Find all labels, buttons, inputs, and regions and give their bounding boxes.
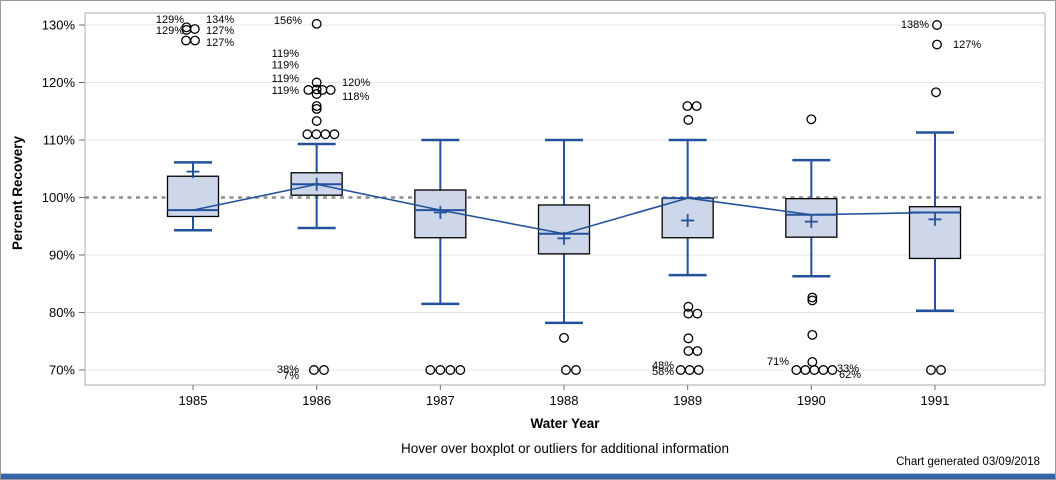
- y-tick-label: 120%: [42, 75, 76, 90]
- footer-accent-bar: [1, 473, 1055, 479]
- x-tick-label: 1990: [797, 393, 826, 408]
- outlier-point[interactable]: [329, 129, 340, 140]
- mean-marker-1991: [928, 212, 942, 226]
- outlier-label: 127%: [206, 25, 234, 37]
- mean-marker-1988: [557, 231, 571, 245]
- outlier-point[interactable]: [435, 365, 446, 375]
- outlier-point[interactable]: [932, 20, 942, 30]
- outlier-point[interactable]: [309, 365, 319, 375]
- outlier-point[interactable]: [806, 114, 817, 125]
- outlier-label: 119%: [272, 60, 300, 72]
- outlier-point[interactable]: [926, 365, 936, 375]
- outlier-point[interactable]: [931, 87, 941, 98]
- mean-marker-1987: [433, 205, 447, 219]
- x-tick-label: 1986: [302, 393, 331, 408]
- outlier-point[interactable]: [311, 103, 322, 114]
- mean-marker-1985: [186, 165, 200, 179]
- outlier-label: 129%: [156, 14, 184, 26]
- y-tick-label: 80%: [49, 305, 75, 320]
- outlier-point[interactable]: [325, 85, 336, 95]
- outlier-point[interactable]: [571, 365, 581, 375]
- outlier-label: 120%: [342, 77, 370, 89]
- outlier-label: 7%: [283, 370, 299, 382]
- outlier-label: 119%: [272, 85, 300, 97]
- outlier-point[interactable]: [425, 365, 436, 375]
- y-tick-label: 70%: [49, 363, 75, 378]
- outlier-label: 156%: [274, 15, 302, 27]
- outlier-point[interactable]: [827, 365, 838, 375]
- x-tick-label: 1988: [550, 393, 579, 408]
- outlier-point[interactable]: [561, 365, 571, 375]
- outlier-label: 134%: [206, 14, 234, 26]
- mean-marker-1986: [310, 177, 324, 191]
- outlier-point[interactable]: [311, 84, 322, 95]
- outlier-point[interactable]: [190, 35, 200, 46]
- outlier-point[interactable]: [311, 116, 322, 126]
- outlier-label: 118%: [342, 91, 370, 103]
- x-tick-label: 1985: [179, 393, 208, 408]
- outlier-point[interactable]: [693, 365, 704, 375]
- outlier-point[interactable]: [683, 114, 694, 125]
- outlier-label: 129%: [156, 25, 184, 37]
- box[interactable]: [537, 204, 591, 255]
- outlier-point[interactable]: [311, 18, 322, 29]
- outlier-point[interactable]: [682, 101, 693, 112]
- outlier-point[interactable]: [445, 365, 456, 375]
- outlier-point[interactable]: [936, 365, 946, 375]
- y-tick-label: 130%: [42, 18, 76, 33]
- outlier-label: 48%: [652, 360, 674, 372]
- outlier-point[interactable]: [807, 292, 818, 303]
- x-axis-title: Water Year: [530, 416, 600, 431]
- outlier-point[interactable]: [319, 365, 329, 375]
- outlier-label: 119%: [272, 48, 300, 60]
- outlier-label: 119%: [272, 73, 300, 85]
- y-axis-title: Percent Recovery: [10, 135, 25, 250]
- outlier-point[interactable]: [807, 295, 818, 306]
- outlier-point[interactable]: [932, 39, 942, 50]
- outlier-point[interactable]: [683, 301, 694, 312]
- y-tick-label: 110%: [43, 133, 76, 148]
- outlier-label: 38%: [277, 364, 299, 376]
- outlier-point[interactable]: [807, 329, 818, 340]
- y-tick-label: 100%: [42, 190, 76, 205]
- outlier-point[interactable]: [311, 101, 322, 112]
- x-tick-label: 1987: [426, 393, 455, 408]
- outlier-label: 127%: [953, 39, 981, 51]
- outlier-point[interactable]: [691, 101, 702, 112]
- x-tick-label: 1991: [921, 393, 950, 408]
- outlier-point[interactable]: [683, 333, 694, 344]
- outlier-label: 71%: [767, 356, 789, 368]
- outlier-label: 138%: [901, 19, 929, 31]
- mean-marker-1989: [681, 214, 695, 227]
- outlier-point[interactable]: [692, 308, 703, 319]
- outlier-point[interactable]: [455, 365, 466, 375]
- outlier-point[interactable]: [311, 77, 322, 88]
- y-tick-label: 90%: [49, 248, 75, 263]
- outlier-label: 33%: [837, 363, 859, 375]
- outlier-label: 127%: [206, 37, 234, 49]
- mean-marker-1990: [804, 215, 818, 229]
- outlier-point[interactable]: [189, 24, 200, 34]
- generated-note: Chart generated 03/09/2018: [896, 456, 1040, 468]
- chart-footnote: Hover over boxplot or outliers for addit…: [401, 441, 729, 456]
- outlier-point[interactable]: [559, 332, 569, 343]
- boxplot-1990[interactable]: [785, 158, 838, 278]
- outlier-label: 62%: [839, 369, 861, 381]
- outlier-label: 58%: [652, 366, 674, 378]
- x-tick-label: 1989: [673, 393, 702, 408]
- outlier-point[interactable]: [692, 346, 703, 356]
